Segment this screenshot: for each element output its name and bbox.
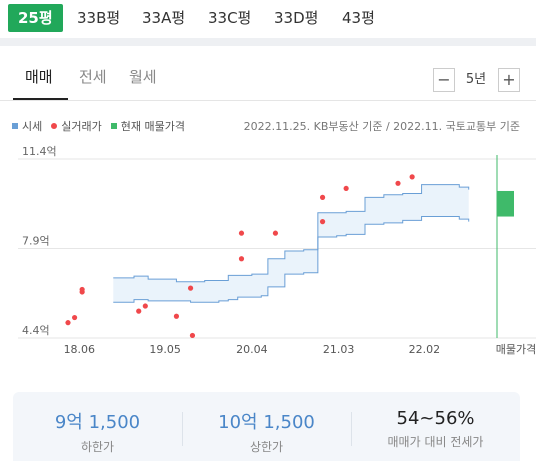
- tab-sale[interactable]: 매매: [25, 68, 53, 86]
- summary-upper-label: 상한가: [249, 440, 284, 454]
- summary-lower-price: 9억 1,500 하한가: [13, 392, 182, 461]
- actual-trade-dot: [319, 219, 326, 225]
- legend-current-swatch-icon: [110, 123, 117, 129]
- period-plus-button[interactable]: +: [498, 68, 520, 92]
- size-tab-33d[interactable]: 33D평: [274, 9, 319, 27]
- size-tab-33b[interactable]: 33B평: [77, 9, 121, 27]
- chart-grid: [18, 158, 536, 339]
- current-listing-bar: [496, 155, 514, 338]
- period-minus-button[interactable]: −: [433, 68, 455, 92]
- actual-trade-dot: [189, 332, 196, 339]
- actual-trade-dot: [395, 180, 401, 186]
- summary-lower-label: 하한가: [80, 440, 115, 454]
- tab-divider: [0, 100, 536, 101]
- tab-monthly-rent[interactable]: 월세: [129, 68, 157, 86]
- summary-ratio-value: 54~56%: [396, 408, 475, 429]
- summary-upper-value: 10억 1,500: [218, 412, 315, 433]
- summary-lower-value: 9억 1,500: [54, 412, 141, 433]
- summary-upper-price: 10억 1,500 상한가: [182, 392, 351, 461]
- legend-actual-dot-icon: [51, 123, 58, 129]
- legend-actual: 실거래가: [51, 118, 102, 134]
- actual-trade-dot: [343, 185, 349, 192]
- actual-trade-dots: [65, 174, 415, 339]
- summary-ratio-label: 매매가 대비 전세가: [387, 435, 484, 449]
- x-tick-label: 18.06: [64, 343, 96, 356]
- size-tab-43[interactable]: 43평: [342, 9, 375, 27]
- actual-trade-dot: [142, 303, 148, 309]
- summary-divider: [182, 412, 183, 446]
- actual-trade-dot: [238, 256, 245, 262]
- source-note: 2022.11.25. KB부동산 기준 / 2022.11. 국토교통부 기준: [243, 120, 520, 133]
- actual-trade-dot: [238, 230, 245, 236]
- summary-ratio: 54~56% 매매가 대비 전세가: [351, 392, 520, 461]
- actual-trade-dot: [136, 308, 142, 314]
- x-tick-label: 22.02: [409, 343, 441, 356]
- size-tab-33a[interactable]: 33A평: [142, 9, 186, 27]
- actual-trade-dot: [272, 230, 279, 236]
- tab-jeonse[interactable]: 전세: [79, 68, 107, 86]
- market-price-band: [113, 184, 470, 303]
- market-band-fill: [113, 184, 469, 303]
- actual-trade-dot: [173, 313, 180, 319]
- legend-actual-label: 실거래가: [61, 120, 102, 133]
- actual-trade-dot: [65, 320, 71, 326]
- actual-trade-dot: [187, 285, 194, 291]
- x-tick-label: 19.05: [149, 343, 181, 356]
- chart-legend: 시세 실거래가 현재 매물가격: [12, 118, 185, 134]
- y-tick-label: 11.4억: [22, 145, 57, 158]
- legend-market-label: 시세: [22, 120, 43, 133]
- price-chart: 11.4억 7.9억 4.4억 18.06 19.05 20.04 21.03 22.02 매…: [18, 145, 536, 356]
- current-price-bar: [497, 190, 514, 217]
- size-tabs: 25평 33B평 33A평 33C평 33D평 43평: [0, 0, 536, 38]
- actual-trade-dot: [79, 286, 85, 293]
- size-tab-33c[interactable]: 33C평: [208, 9, 252, 27]
- actual-trade-dot: [72, 314, 78, 321]
- period-value: 5년: [465, 72, 487, 87]
- y-axis-labels: 11.4억 7.9억 4.4억: [22, 145, 57, 337]
- summary-divider: [351, 412, 352, 446]
- market-lower-line: [113, 216, 470, 303]
- y-tick-label: 4.4억: [22, 324, 50, 337]
- x-tick-label: 21.03: [323, 343, 355, 356]
- actual-trade-dot: [319, 194, 326, 200]
- deal-tabs: 매매 전세 월세: [0, 46, 536, 102]
- size-tab-25[interactable]: 25평: [8, 4, 63, 32]
- actual-trade-dot: [409, 174, 415, 180]
- price-summary: 9억 1,500 하한가 10억 1,500 상한가 54~56% 매매가 대비…: [13, 392, 520, 461]
- x-extra-label: 매물가격: [496, 343, 536, 356]
- market-upper-line: [113, 184, 470, 283]
- x-axis-labels: 18.06 19.05 20.04 21.03 22.02 매물가격: [64, 343, 536, 356]
- legend-market: 시세: [12, 118, 42, 134]
- section-divider: [0, 38, 536, 46]
- y-tick-label: 7.9억: [22, 235, 50, 248]
- x-tick-label: 20.04: [236, 343, 268, 356]
- legend-market-swatch-icon: [12, 123, 18, 129]
- legend-current-label: 현재 매물가격: [120, 120, 185, 133]
- active-tab-indicator: [13, 98, 68, 100]
- legend-current: 현재 매물가격: [110, 118, 185, 134]
